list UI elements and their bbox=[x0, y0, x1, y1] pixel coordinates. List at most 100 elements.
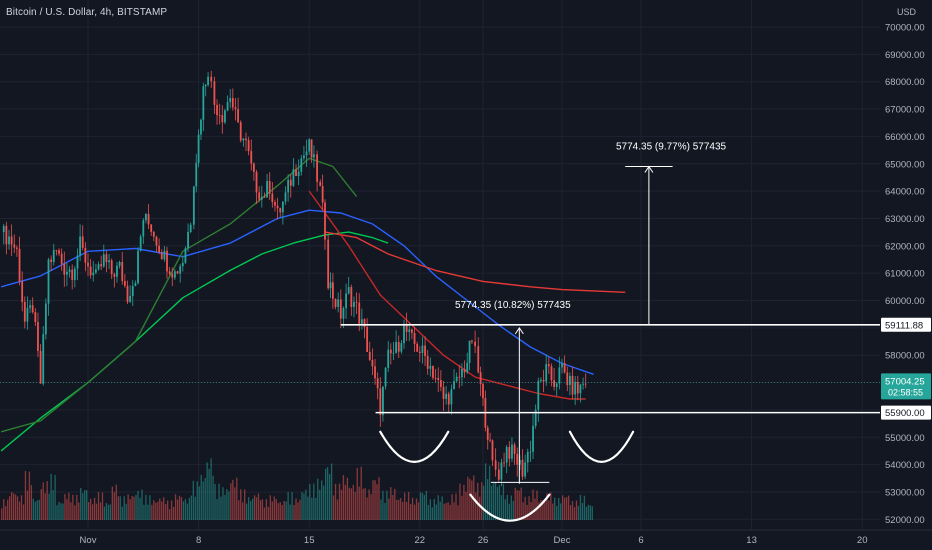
candle-body bbox=[31, 305, 34, 313]
candle-body bbox=[79, 236, 81, 256]
volume-bar bbox=[498, 485, 501, 520]
time-tick-label: 20 bbox=[857, 535, 868, 546]
volume-bar bbox=[451, 494, 453, 520]
candle-body bbox=[229, 98, 232, 103]
candle-body bbox=[258, 192, 261, 200]
candle-body bbox=[368, 351, 371, 360]
candle-body bbox=[437, 377, 440, 381]
candle-body bbox=[316, 154, 318, 182]
volume-bar bbox=[583, 495, 586, 520]
candle-body bbox=[266, 180, 268, 198]
candle-body bbox=[545, 364, 548, 382]
volume-bar bbox=[431, 507, 433, 520]
volume-bar bbox=[303, 493, 305, 520]
volume-bar bbox=[269, 495, 271, 520]
candle-body bbox=[494, 460, 497, 470]
candle-body bbox=[553, 380, 555, 387]
price-axis[interactable]: 52000.0053000.0054000.0055000.0056000.00… bbox=[880, 0, 932, 550]
candle-body bbox=[100, 264, 103, 267]
volume-bar bbox=[581, 502, 584, 520]
price-axis-background bbox=[880, 0, 932, 550]
candle-body bbox=[279, 208, 282, 213]
volume-bar bbox=[326, 466, 329, 520]
volume-bar bbox=[228, 491, 230, 520]
last-price-label: 57004.25 bbox=[885, 376, 925, 387]
volume-bar bbox=[279, 502, 281, 520]
candle-body bbox=[363, 319, 366, 328]
candle-body bbox=[129, 296, 132, 302]
measure-label: 5774.35 (9.77%) 577435 bbox=[616, 141, 727, 152]
time-tick-label: 13 bbox=[746, 535, 757, 546]
volume-bar bbox=[386, 490, 388, 520]
volume-bar bbox=[323, 485, 325, 520]
volume-bar bbox=[70, 502, 72, 520]
candle-body bbox=[324, 202, 326, 240]
volume-bar bbox=[141, 489, 143, 520]
candle-body bbox=[221, 115, 224, 123]
candle-body bbox=[242, 138, 245, 141]
candle-body bbox=[468, 340, 471, 363]
volume-bar bbox=[398, 499, 400, 520]
candle-body bbox=[81, 236, 84, 248]
volume-bar bbox=[62, 503, 64, 520]
volume-bars bbox=[1, 458, 593, 520]
candle-body bbox=[540, 379, 542, 381]
volume-bar bbox=[218, 483, 220, 520]
candle-body bbox=[145, 214, 147, 221]
volume-bar bbox=[575, 500, 578, 520]
drawings: 5774.35 (10.82%) 577435 5774.35 (9.77%) 5… bbox=[0, 141, 880, 522]
candle-body bbox=[247, 140, 250, 152]
volume-bar bbox=[538, 502, 540, 520]
price-tick-label: 58000.00 bbox=[885, 351, 925, 362]
volume-bar bbox=[147, 504, 149, 520]
candle-body bbox=[87, 262, 89, 267]
candle-body bbox=[158, 245, 160, 253]
candle-body bbox=[397, 341, 400, 352]
time-tick-label: 6 bbox=[638, 535, 643, 546]
candle-body bbox=[345, 293, 347, 309]
candle-body bbox=[382, 386, 384, 416]
volume-bar bbox=[514, 487, 516, 520]
volume-bar bbox=[404, 492, 406, 520]
volume-bar bbox=[435, 504, 437, 520]
volume-bar bbox=[121, 506, 123, 520]
volume-bar bbox=[50, 473, 52, 520]
volume-bar bbox=[259, 500, 262, 520]
candle-body bbox=[50, 259, 53, 262]
volume-bar bbox=[232, 479, 234, 520]
volume-bar bbox=[504, 499, 507, 520]
last-price-tag bbox=[881, 373, 931, 400]
volume-bar bbox=[149, 495, 151, 520]
candle-body bbox=[171, 273, 174, 278]
time-tick-label: 26 bbox=[478, 535, 489, 546]
volume-bar bbox=[285, 501, 287, 520]
volume-bar bbox=[80, 487, 82, 520]
volume-bar bbox=[400, 498, 402, 520]
candle-body bbox=[216, 104, 218, 116]
candle-body bbox=[445, 393, 448, 399]
candle-body bbox=[542, 379, 545, 382]
volume-bar bbox=[496, 486, 499, 520]
candle-body bbox=[84, 247, 87, 263]
volume-bar bbox=[475, 492, 477, 520]
volume-bar bbox=[93, 497, 96, 520]
candle-body bbox=[263, 196, 266, 198]
currency-label: USD bbox=[896, 7, 916, 17]
candle-body bbox=[289, 179, 292, 186]
time-tick-label: 8 bbox=[196, 535, 201, 546]
volume-bar bbox=[74, 505, 76, 520]
volume-bar bbox=[123, 496, 125, 520]
candle-body bbox=[255, 171, 258, 193]
volume-bar bbox=[573, 507, 576, 520]
candle-body bbox=[295, 169, 297, 177]
level-price-tag bbox=[881, 405, 931, 420]
volume-bar bbox=[297, 502, 299, 520]
volume-bar bbox=[224, 494, 226, 520]
volume-bar bbox=[358, 486, 360, 520]
volume-bar bbox=[287, 492, 289, 520]
volume-bar bbox=[137, 490, 139, 520]
pattern-arc bbox=[469, 493, 551, 522]
time-axis[interactable]: Nov 8 15 22 26 Dec 6 13 20 bbox=[0, 529, 932, 550]
volume-bar bbox=[356, 467, 358, 520]
